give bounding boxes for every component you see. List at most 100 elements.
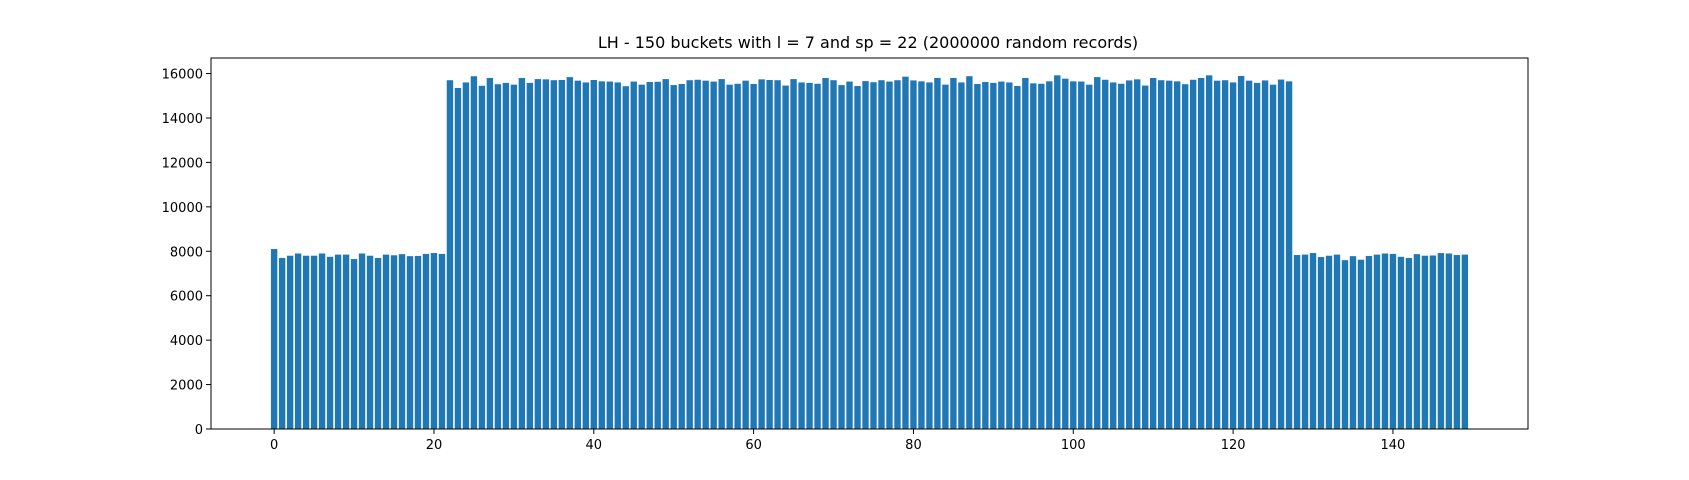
bar-25 <box>470 76 478 429</box>
bar-140 <box>1389 253 1397 429</box>
bar-95 <box>1030 83 1037 429</box>
bar-102 <box>1086 84 1093 429</box>
bar-146 <box>1437 253 1445 429</box>
bar-29 <box>502 82 510 429</box>
bar-119 <box>1221 80 1229 429</box>
bar-130 <box>1309 253 1317 429</box>
bar-30 <box>510 84 518 429</box>
x-tick-label: 0 <box>270 438 278 453</box>
bar-56 <box>718 79 725 429</box>
bar-88 <box>974 83 981 430</box>
bar-35 <box>550 80 558 429</box>
bar-123 <box>1253 82 1261 429</box>
bar-21 <box>438 253 446 429</box>
bar-7 <box>326 256 334 429</box>
x-tick-label: 20 <box>426 438 443 453</box>
bar-128 <box>1293 255 1301 429</box>
bar-100 <box>1070 81 1077 429</box>
bar-104 <box>1102 79 1109 430</box>
x-tick-label: 120 <box>1221 438 1246 453</box>
bar-44 <box>622 86 629 430</box>
bar-74 <box>862 81 869 429</box>
bar-43 <box>614 82 621 429</box>
bar-34 <box>542 79 550 429</box>
bar-73 <box>854 85 861 430</box>
bar-60 <box>750 83 757 430</box>
bar-48 <box>654 81 661 430</box>
bar-101 <box>1078 81 1085 430</box>
bar-106 <box>1118 83 1125 430</box>
bar-114 <box>1181 84 1189 430</box>
bar-112 <box>1165 80 1173 429</box>
bar-58 <box>734 83 741 430</box>
bar-84 <box>942 84 949 429</box>
bar-115 <box>1189 79 1197 430</box>
bar-39 <box>582 82 589 429</box>
bar-79 <box>902 76 909 429</box>
bar-110 <box>1150 77 1157 430</box>
bar-51 <box>678 83 685 430</box>
bar-5 <box>310 255 318 429</box>
bar-144 <box>1421 255 1429 429</box>
bar-120 <box>1229 82 1237 429</box>
bar-136 <box>1357 259 1365 429</box>
y-tick-label: 12000 <box>162 156 203 171</box>
bar-94 <box>1022 77 1029 430</box>
bar-142 <box>1405 257 1413 429</box>
bar-2 <box>286 255 294 429</box>
bar-91 <box>998 81 1005 430</box>
bar-20 <box>430 253 438 429</box>
bar-85 <box>950 77 957 430</box>
bar-37 <box>566 77 574 430</box>
y-tick-label: 4000 <box>170 334 203 349</box>
bar-11 <box>358 253 366 429</box>
bar-72 <box>846 81 853 430</box>
bar-62 <box>766 79 773 430</box>
bar-55 <box>710 81 717 430</box>
bar-42 <box>606 81 613 430</box>
bar-65 <box>790 79 797 429</box>
bar-10 <box>350 259 358 429</box>
bar-131 <box>1317 257 1325 429</box>
bar-68 <box>814 83 821 430</box>
bar-16 <box>398 254 406 429</box>
bar-24 <box>462 82 470 429</box>
bar-0 <box>270 249 278 429</box>
bar-96 <box>1038 83 1045 430</box>
y-tick-label: 10000 <box>162 201 203 216</box>
y-tick-label: 6000 <box>170 290 203 305</box>
bar-125 <box>1269 84 1277 429</box>
bar-27 <box>486 77 494 430</box>
bar-32 <box>526 82 534 429</box>
bar-103 <box>1094 77 1101 430</box>
bar-117 <box>1205 75 1213 429</box>
bar-47 <box>646 81 653 430</box>
bar-145 <box>1429 255 1437 429</box>
bar-36 <box>558 79 566 430</box>
bar-38 <box>574 80 581 429</box>
bar-134 <box>1341 260 1349 429</box>
y-tick-label: 8000 <box>170 245 203 260</box>
bar-133 <box>1333 254 1341 429</box>
bar-97 <box>1046 81 1053 429</box>
bar-28 <box>494 84 502 430</box>
bar-14 <box>382 254 390 429</box>
bar-23 <box>454 87 462 430</box>
bar-17 <box>406 256 414 429</box>
bar-135 <box>1349 256 1357 429</box>
bar-12 <box>366 255 374 429</box>
plot-frame <box>210 57 1529 430</box>
bar-3 <box>294 253 302 429</box>
bar-1 <box>278 257 286 429</box>
bar-9 <box>342 254 350 429</box>
bar-105 <box>1110 82 1117 429</box>
bar-121 <box>1237 75 1245 430</box>
bar-113 <box>1173 81 1181 429</box>
x-tick-label: 60 <box>745 438 762 453</box>
bar-15 <box>390 255 398 429</box>
bar-67 <box>806 82 813 429</box>
bar-148 <box>1453 255 1461 429</box>
bar-116 <box>1197 77 1205 430</box>
bar-93 <box>1014 85 1021 430</box>
bar-108 <box>1134 79 1141 429</box>
